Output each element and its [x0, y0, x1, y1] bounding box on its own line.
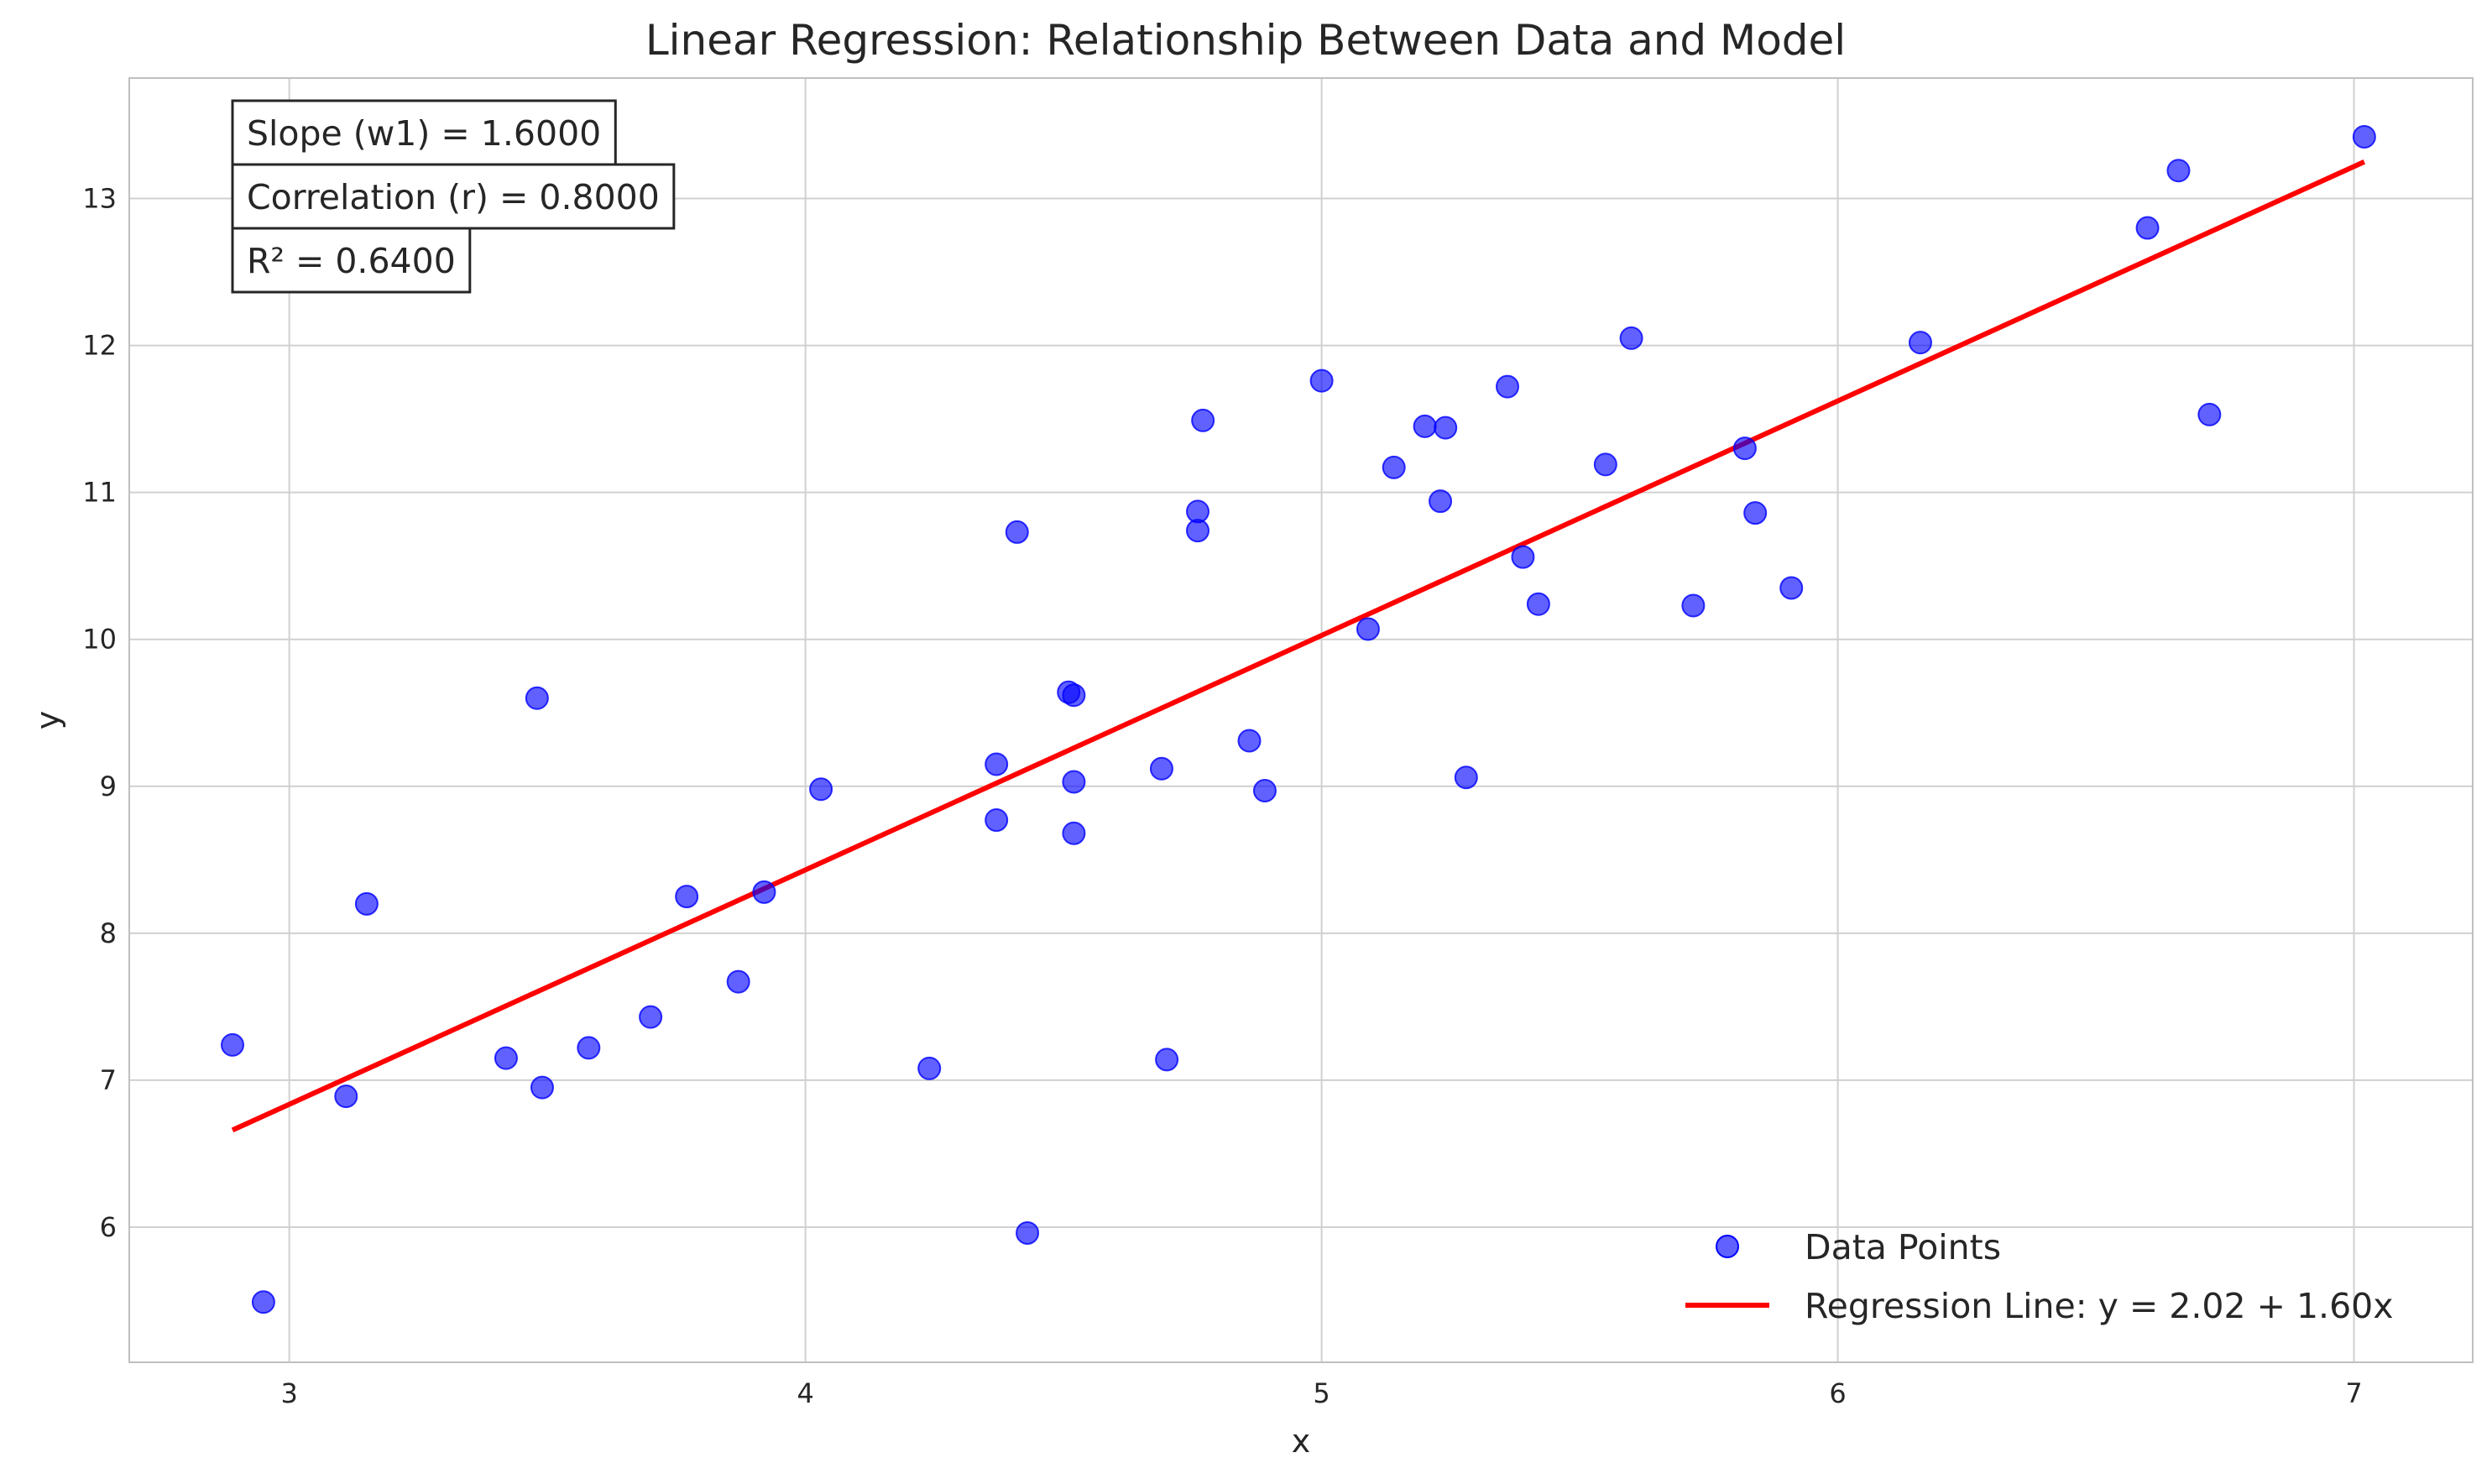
y-tick-label: 7 [100, 1064, 117, 1096]
legend-marker-data-points [1716, 1235, 1739, 1258]
stat-text: Slope (w1) = 1.6000 [247, 113, 601, 154]
data-point [1681, 593, 1706, 618]
x-axis-label: x [1292, 1423, 1311, 1460]
data-point [220, 1032, 244, 1057]
stat-text: R² = 0.6400 [247, 241, 456, 281]
x-tick-label: 7 [2345, 1377, 2362, 1409]
data-point [1191, 408, 1215, 432]
data-point [1062, 770, 1086, 794]
stat-box [231, 227, 472, 294]
data-point [2197, 402, 2222, 426]
x-tick-label: 3 [280, 1377, 297, 1409]
y-axis-label: y [29, 711, 66, 730]
data-point [1149, 756, 1173, 781]
stat-annotation: Correlation (r) = 0.8000 [231, 163, 676, 230]
data-point [1237, 729, 1262, 753]
regression-line [231, 159, 2366, 1133]
data-point [1743, 501, 1768, 525]
data-point [2135, 216, 2160, 240]
stat-box [231, 163, 676, 230]
y-tick-label: 9 [100, 771, 117, 802]
data-point [1062, 683, 1086, 708]
data-point [1434, 415, 1458, 440]
data-point [1016, 1220, 1040, 1245]
data-point [1252, 779, 1277, 803]
data-point [1062, 821, 1086, 845]
y-tick-label: 13 [82, 183, 117, 215]
chart-title: Linear Regression: Relationship Between … [645, 16, 1846, 65]
legend-label-data-points: Data Points [1805, 1227, 2001, 1267]
y-tick-label: 8 [100, 917, 117, 949]
y-tick-label: 10 [82, 624, 117, 656]
data-point [2352, 125, 2376, 149]
data-point [917, 1056, 942, 1080]
data-point [1429, 489, 1453, 514]
points-layer [220, 125, 2376, 1314]
x-tick-label: 5 [1313, 1377, 1330, 1409]
y-tick-label: 12 [82, 330, 117, 362]
stat-annotation: Slope (w1) = 1.6000 [231, 99, 617, 166]
data-point [354, 891, 379, 916]
data-point [639, 1005, 663, 1029]
data-point [1382, 455, 1406, 479]
data-point [752, 880, 776, 904]
data-point [1495, 374, 1519, 399]
y-tick-label: 11 [82, 477, 117, 509]
data-point [251, 1290, 275, 1314]
x-tick-label: 4 [797, 1377, 813, 1409]
data-point [1593, 452, 1617, 477]
data-point [1186, 519, 1210, 543]
data-point [985, 752, 1009, 776]
data-point [530, 1075, 554, 1100]
regression-layer [231, 159, 2366, 1133]
data-point [334, 1084, 358, 1109]
data-point [1908, 331, 1932, 355]
data-point [1779, 576, 1804, 600]
y-tick-labels: 6 7 8 9 10 11 12 13 [82, 183, 117, 1243]
legend-label-regression: Regression Line: y = 2.02 + 1.60x [1805, 1286, 2394, 1326]
y-tick-label: 6 [100, 1211, 117, 1243]
data-point [494, 1046, 518, 1070]
data-point [1356, 617, 1380, 641]
data-point [577, 1036, 601, 1060]
plot-frame [128, 77, 2474, 1363]
stat-annotation: R² = 0.6400 [231, 227, 472, 294]
data-point [1005, 520, 1029, 544]
data-point [1619, 326, 1643, 350]
stat-text: Correlation (r) = 0.8000 [247, 177, 660, 217]
stats-annotations: Slope (w1) = 1.6000 Correlation (r) = 0.8… [231, 99, 676, 294]
data-point [1511, 545, 1535, 569]
data-point [1526, 592, 1550, 616]
data-point [1413, 414, 1437, 438]
data-point [1454, 766, 1478, 790]
data-point [985, 808, 1009, 833]
grid [129, 78, 2473, 1362]
legend: Data Points Regression Line: y = 2.02 + … [1685, 1227, 2394, 1326]
data-point [809, 777, 833, 802]
data-point [1732, 436, 1757, 461]
data-point [726, 969, 750, 994]
x-tick-label: 6 [1829, 1377, 1846, 1409]
x-tick-labels: 3 4 5 6 7 [280, 1377, 2362, 1409]
data-point [1309, 368, 1334, 393]
data-point [525, 686, 549, 710]
data-point [1155, 1048, 1179, 1072]
data-point [2166, 159, 2191, 183]
data-point [675, 885, 699, 909]
